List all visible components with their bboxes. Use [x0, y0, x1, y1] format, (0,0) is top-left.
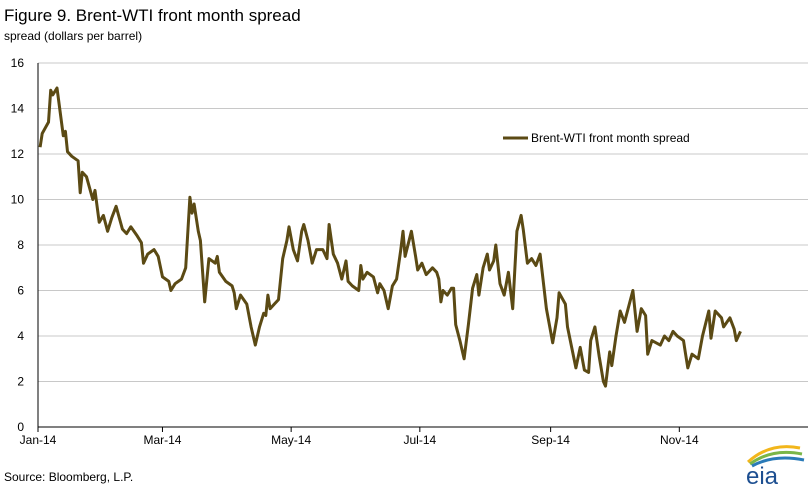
- gridlines: [38, 62, 808, 382]
- x-tick-label: Jul-14: [403, 433, 436, 447]
- y-tick-label: 4: [17, 329, 24, 343]
- y-tick-label: 12: [11, 147, 25, 161]
- eia-logo: eia: [746, 445, 805, 486]
- y-tick-label: 2: [17, 375, 24, 389]
- legend: Brent-WTI front month spread: [503, 131, 690, 145]
- x-axis: Jan-14 Mar-14 May-14 Jul-14 Sep-14 Nov-14: [20, 426, 808, 447]
- series-layer: [38, 86, 742, 388]
- page-title: Figure 9. Brent-WTI front month spread: [4, 6, 301, 25]
- y-tick-label: 16: [11, 56, 25, 70]
- x-tick-label: Jan-14: [20, 433, 57, 447]
- axis-unit-label: spread (dollars per barrel): [4, 29, 143, 43]
- source-note: Source: Bloomberg, L.P.: [4, 470, 134, 484]
- x-tick-label: Mar-14: [143, 433, 181, 447]
- y-tick-label: 10: [11, 193, 25, 207]
- logo-text: eia: [746, 463, 779, 486]
- y-axis: 0 2 4 6 8 10 12 14 16: [11, 56, 39, 434]
- series-line: [38, 86, 742, 388]
- y-tick-label: 14: [11, 102, 25, 116]
- x-tick-label: Nov-14: [660, 433, 699, 447]
- y-tick-label: 6: [17, 284, 24, 298]
- x-tick-label: Sep-14: [531, 433, 570, 447]
- x-tick-label: May-14: [271, 433, 311, 447]
- y-tick-label: 0: [17, 420, 24, 434]
- y-tick-label: 8: [17, 238, 24, 252]
- legend-label: Brent-WTI front month spread: [531, 131, 690, 145]
